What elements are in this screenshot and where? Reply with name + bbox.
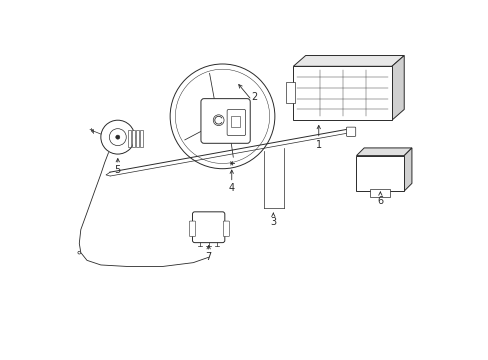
FancyBboxPatch shape <box>201 99 250 143</box>
Circle shape <box>109 129 126 145</box>
Text: 7: 7 <box>205 252 211 262</box>
FancyBboxPatch shape <box>346 127 355 136</box>
Text: 2: 2 <box>251 92 258 102</box>
Polygon shape <box>404 148 411 191</box>
FancyBboxPatch shape <box>226 109 245 136</box>
Text: 3: 3 <box>270 217 276 227</box>
FancyBboxPatch shape <box>223 221 229 237</box>
Polygon shape <box>293 55 404 66</box>
Circle shape <box>101 120 135 154</box>
Bar <box>230 116 240 127</box>
Text: 5: 5 <box>114 165 121 175</box>
FancyBboxPatch shape <box>192 212 224 243</box>
FancyBboxPatch shape <box>189 221 195 237</box>
Bar <box>369 189 389 197</box>
Polygon shape <box>356 148 411 156</box>
Circle shape <box>78 251 81 254</box>
Bar <box>285 82 294 103</box>
Bar <box>135 130 139 147</box>
Bar <box>356 156 404 191</box>
Bar <box>139 130 142 147</box>
Polygon shape <box>391 55 404 120</box>
Text: 6: 6 <box>377 196 383 206</box>
Circle shape <box>116 135 120 139</box>
Bar <box>132 130 135 147</box>
Bar <box>128 130 131 147</box>
Circle shape <box>170 64 274 169</box>
Bar <box>293 66 391 120</box>
Text: 1: 1 <box>315 140 321 150</box>
Text: 4: 4 <box>228 183 234 193</box>
